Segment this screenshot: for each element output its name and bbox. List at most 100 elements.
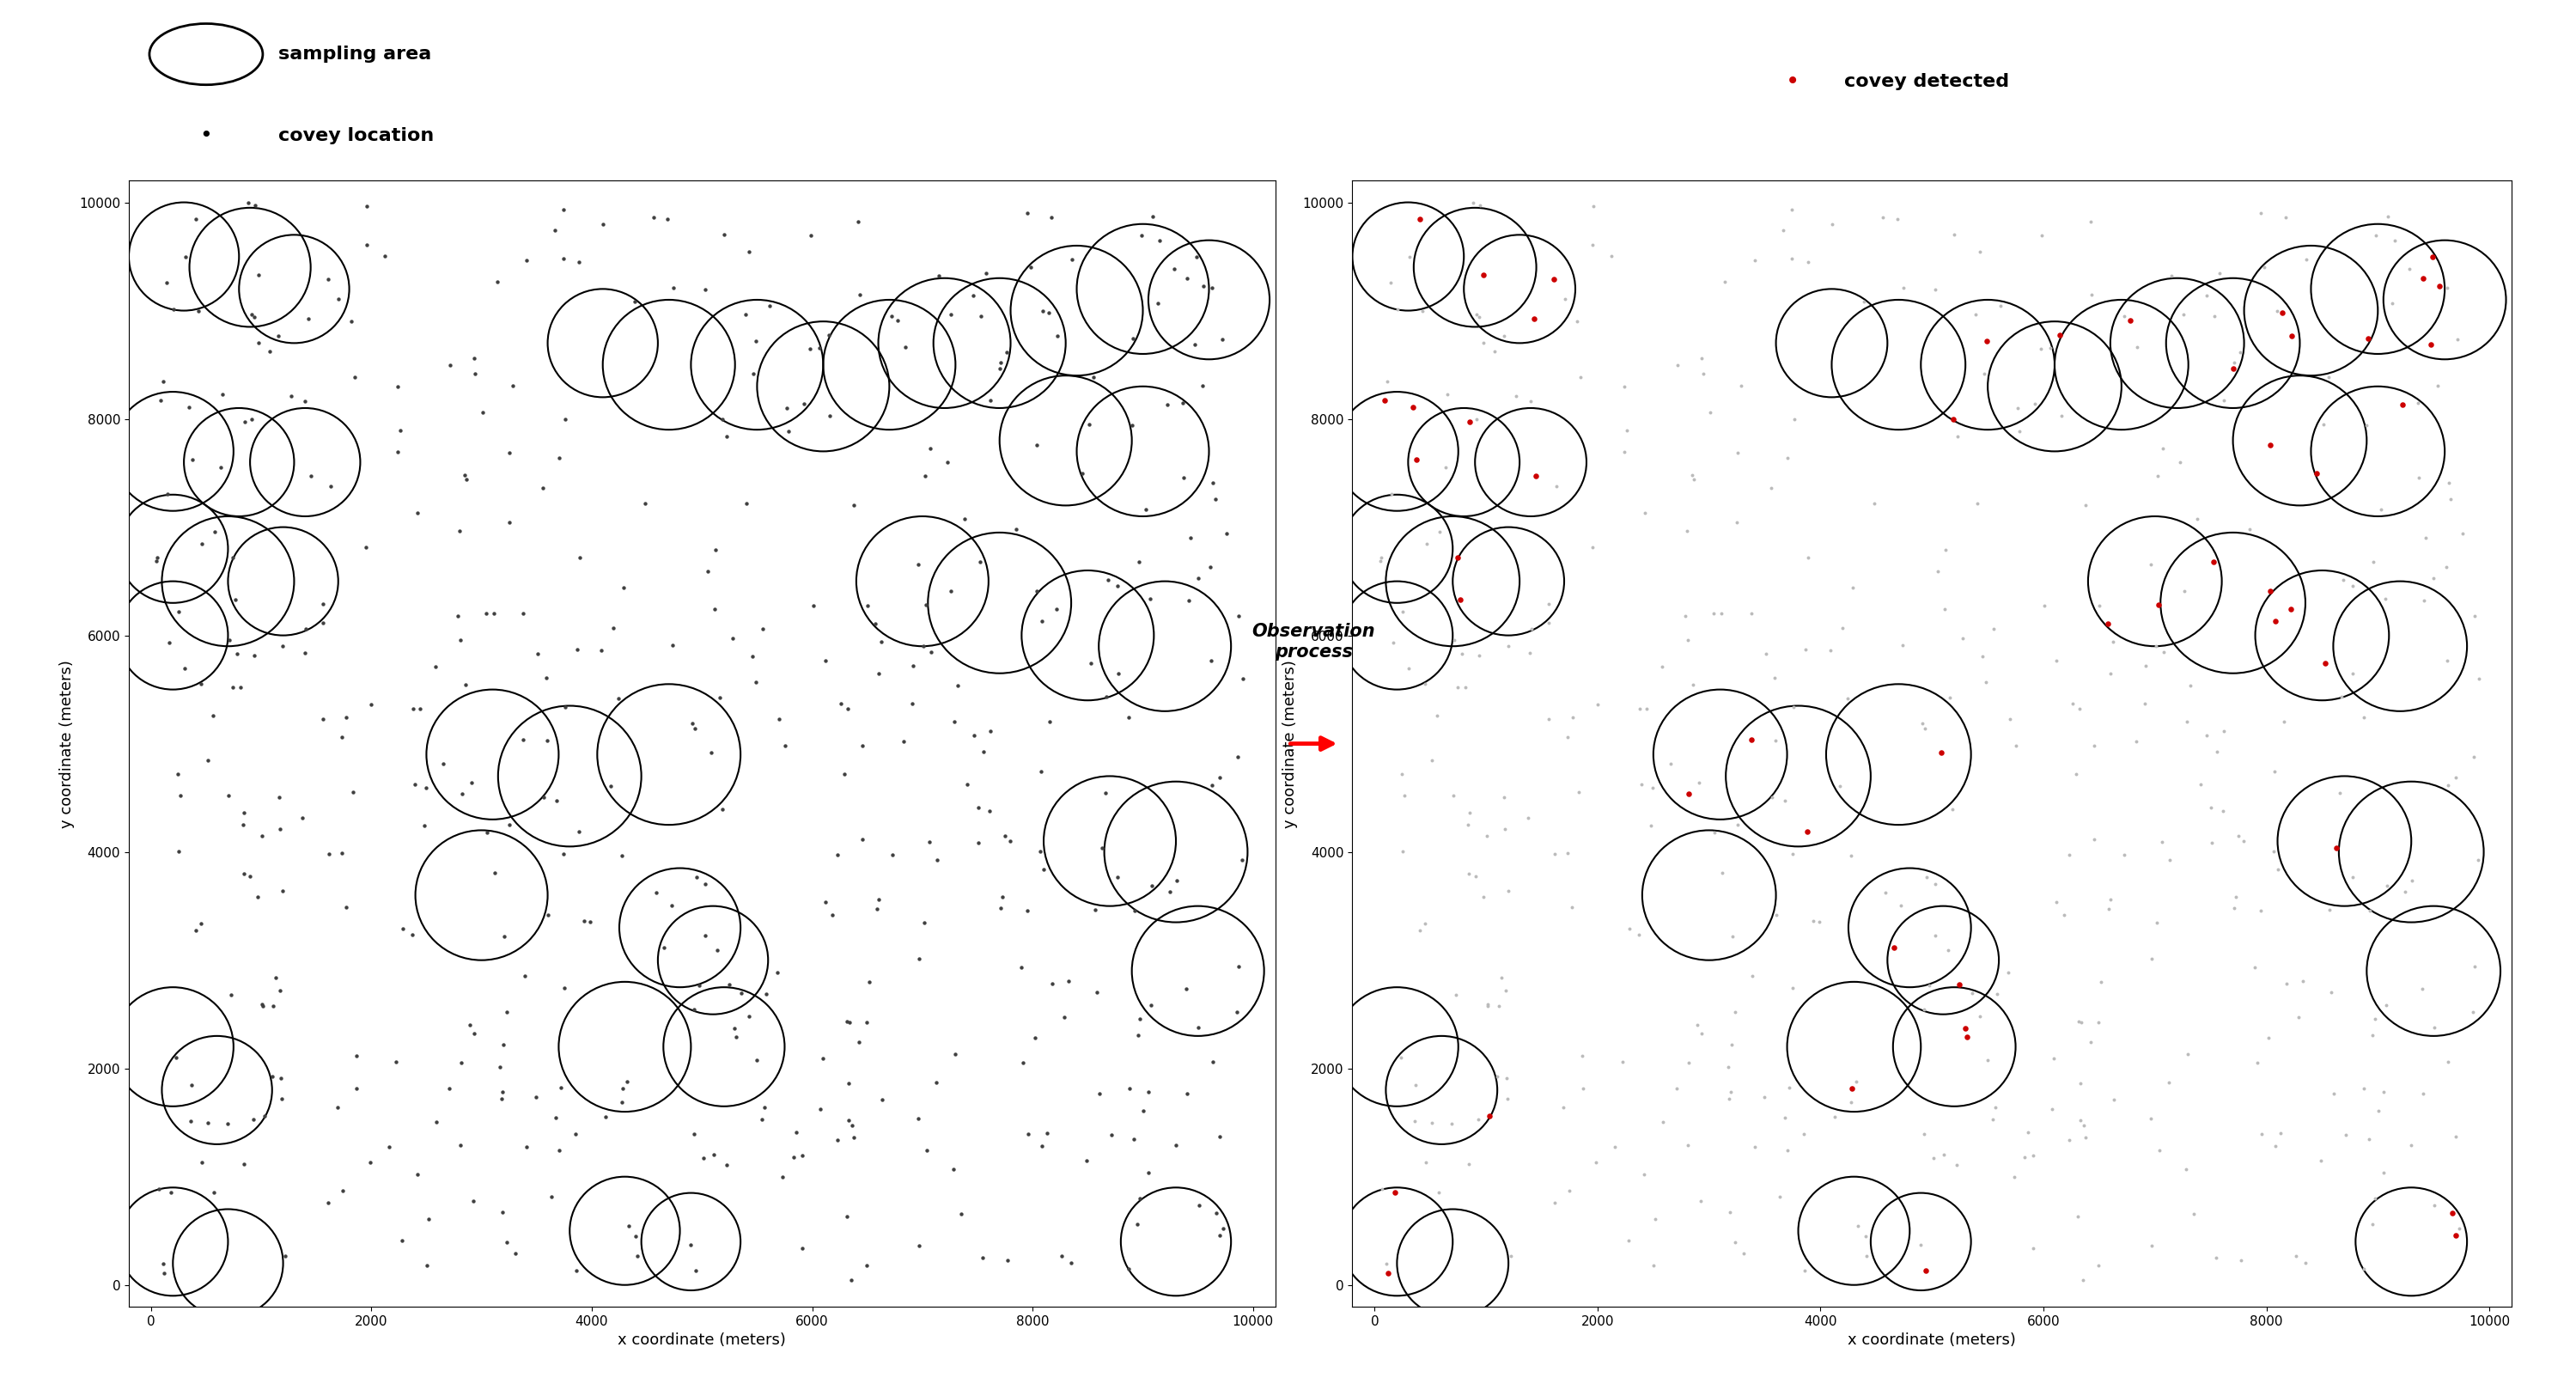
Point — [1880, 894, 1922, 916]
Point — [2130, 1108, 2172, 1130]
Point — [2195, 306, 2236, 328]
Point — [2342, 706, 2383, 728]
Point — [693, 1143, 734, 1165]
Point — [1922, 741, 1963, 763]
Point — [1558, 781, 1600, 803]
Point — [2295, 461, 2336, 484]
Point — [2254, 840, 2295, 862]
Point — [165, 246, 206, 268]
Point — [1533, 1191, 1574, 1213]
Point — [582, 639, 623, 662]
Point — [2285, 1252, 2326, 1275]
Point — [729, 240, 770, 263]
Point — [1448, 813, 1489, 835]
Point — [585, 1106, 626, 1129]
Point — [677, 974, 719, 997]
Point — [2244, 256, 2285, 278]
Point — [1133, 204, 1175, 227]
Point — [2177, 509, 2218, 531]
Point — [1909, 974, 1950, 997]
Point — [1190, 774, 1231, 796]
Point — [1906, 866, 1947, 888]
Point — [1914, 924, 1955, 947]
Point — [1118, 1023, 1159, 1045]
Point — [917, 264, 958, 286]
Point — [2308, 366, 2349, 388]
Point — [2130, 1234, 2172, 1257]
Point — [845, 1254, 886, 1276]
Point — [363, 245, 404, 267]
Point — [909, 831, 951, 853]
Point — [1376, 1182, 1417, 1204]
Point — [904, 464, 945, 486]
Point — [2352, 550, 2393, 573]
Point — [693, 598, 734, 620]
Point — [317, 1097, 358, 1119]
Point — [319, 288, 361, 310]
Point — [1206, 523, 1247, 545]
Point — [590, 776, 631, 798]
Point — [670, 1234, 711, 1257]
Point — [2349, 1129, 2391, 1151]
Point — [2166, 1158, 2208, 1180]
Point — [237, 264, 278, 286]
Point — [2365, 994, 2406, 1016]
Point — [871, 304, 912, 327]
Point — [737, 1049, 778, 1072]
Point — [258, 325, 299, 348]
Point — [149, 631, 191, 653]
Point — [309, 844, 350, 866]
Point — [775, 1122, 817, 1144]
Point — [392, 698, 433, 720]
Point — [487, 1001, 528, 1023]
Point — [1378, 299, 1419, 321]
Point — [224, 863, 265, 885]
Point — [2043, 904, 2084, 926]
Point — [1958, 492, 1999, 514]
Point — [1128, 588, 1170, 610]
Point — [616, 1225, 657, 1247]
Point — [1020, 610, 1061, 632]
Point — [309, 1191, 350, 1213]
Point — [1623, 1163, 1664, 1186]
Point — [283, 642, 325, 664]
Point — [569, 910, 611, 933]
Point — [260, 1088, 301, 1111]
Point — [332, 781, 374, 803]
Point — [1115, 1213, 1157, 1236]
Point — [440, 1134, 482, 1156]
Point — [1708, 1055, 1749, 1077]
Point — [1649, 753, 1690, 776]
Point — [1595, 1136, 1636, 1158]
Point — [1216, 746, 1257, 769]
Point — [1705, 271, 1747, 293]
Point — [1363, 1177, 1404, 1200]
Point — [827, 1011, 868, 1033]
Point — [1958, 240, 1999, 263]
Point — [1973, 619, 2014, 641]
Point — [2213, 357, 2254, 379]
Point — [2306, 652, 2347, 674]
Point — [2202, 801, 2244, 823]
Point — [2089, 888, 2130, 910]
Point — [2012, 1144, 2053, 1166]
Point — [2174, 1202, 2215, 1225]
Point — [698, 938, 739, 960]
Point — [672, 998, 714, 1020]
Point — [979, 357, 1020, 379]
Point — [2136, 912, 2177, 934]
Point — [1123, 1099, 1164, 1122]
Point — [1368, 370, 1409, 392]
Point — [984, 824, 1025, 847]
Point — [149, 1182, 191, 1204]
Point — [1883, 277, 1924, 299]
Point — [1710, 1080, 1752, 1102]
Point — [884, 336, 925, 359]
Point — [1028, 302, 1069, 324]
Point — [1406, 1151, 1448, 1173]
Point — [1175, 334, 1216, 356]
Point — [927, 450, 969, 473]
Point — [250, 341, 291, 363]
Point — [1958, 1005, 1999, 1027]
Point — [1177, 1194, 1218, 1216]
